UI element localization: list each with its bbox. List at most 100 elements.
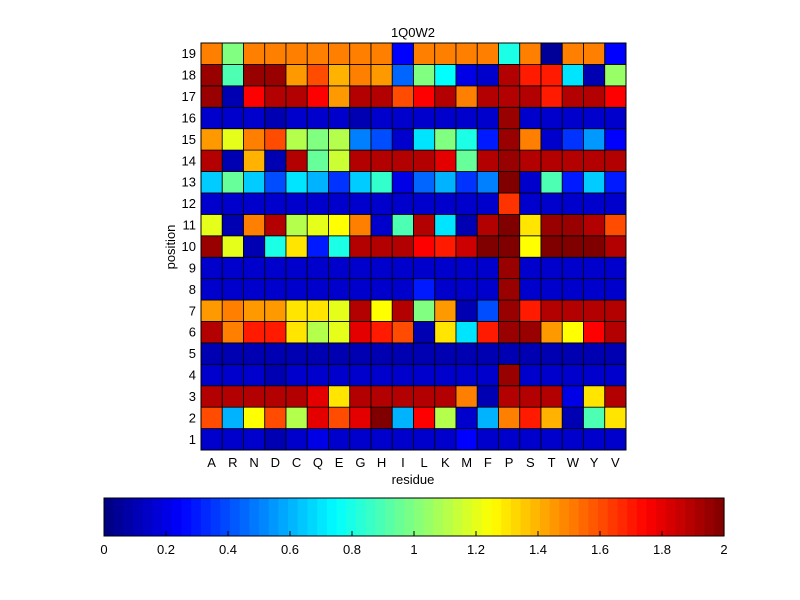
heatmap-cell-T-15 [540,128,563,151]
heatmap-cell-T-16 [540,106,563,130]
colorbar-tick-labels: 0 0.2 0.4 0.6 0.8 1 1.2 1.4 1.6 1.8 2 [100,531,728,557]
y-tick-label: 5 [189,346,196,361]
colorbar-segment [152,498,163,536]
y-tick-label: 2 [189,410,196,425]
colorbar-segment [104,498,115,536]
colorbar-segment [520,498,531,536]
heatmap-cell-Q-5 [306,342,329,365]
heatmap-cell-F-13 [476,171,499,194]
heatmap-cell-E-12 [328,192,351,215]
heatmap-cell-L-18 [413,64,436,87]
colorbar-segment [133,498,144,536]
heatmap-cell-E-3 [328,385,351,408]
colorbar [104,498,725,536]
colorbar-segment [656,498,667,536]
heatmap-cell-H-5 [370,342,393,365]
heatmap-cell-W-14 [561,149,584,172]
heatmap-cell-M-17 [455,85,478,108]
heatmap-cell-S-6 [519,321,542,344]
colorbar-segment [704,498,715,536]
heatmap-cell-T-17 [540,85,563,108]
heatmap-cell-D-8 [264,278,287,301]
heatmap-cell-P-8 [498,278,521,301]
heatmap-cell-R-19 [221,42,244,65]
colorbar-segment [355,498,367,536]
colorbar-segment [404,498,415,536]
heatmap-cell-Y-3 [583,385,606,408]
heatmap-cell-M-4 [455,363,478,387]
colorbar-segment [452,498,464,536]
heatmap-cell-I-17 [391,85,414,108]
heatmap-cell-M-8 [455,278,478,301]
heatmap-cell-R-9 [221,256,244,280]
heatmap-cell-Q-1 [306,428,329,451]
heatmap-cell-D-9 [264,256,287,280]
colorbar-segment [636,498,648,536]
y-tick-label: 14 [182,153,196,168]
heatmap-cell-W-8 [561,278,584,301]
heatmap-cell-E-7 [328,299,351,322]
colorbar-segment [530,498,541,536]
chart-title: 1Q0W2 [391,25,435,40]
heatmap-cell-P-2 [498,406,521,429]
colorbar-segment [113,498,124,536]
heatmap-cell-G-12 [349,192,372,215]
heatmap-cell-D-15 [264,128,287,151]
colorbar-segment [336,498,347,536]
heatmap-cell-E-16 [328,106,351,130]
heatmap-cell-A-18 [200,64,223,87]
heatmap-cell-W-1 [561,428,584,451]
heatmap-cell-R-13 [221,171,244,194]
heatmap-cell-T-2 [540,406,563,429]
heatmap-cell-G-8 [349,278,372,301]
x-tick-label: K [441,455,450,470]
colorbar-tick-label: 0.8 [343,542,361,557]
heatmap-cell-W-13 [561,171,584,194]
heatmap-cell-T-8 [540,278,563,301]
heatmap-cell-R-5 [221,342,244,365]
heatmap-cell-M-13 [455,171,478,194]
heatmap-cell-H-4 [370,363,393,387]
heatmap-cell-D-3 [264,385,287,408]
x-tick-label: I [401,455,405,470]
heatmap-cell-A-5 [200,342,223,365]
heatmap-cell-Y-8 [583,278,606,301]
x-tick-label: R [228,455,237,470]
colorbar-segment [394,498,405,536]
heatmap-cell-S-9 [519,256,542,280]
heatmap-cell-S-16 [519,106,542,130]
heatmap-cell-H-15 [370,128,393,151]
heatmap-cell-D-14 [264,149,287,172]
heatmap-cell-A-10 [200,235,223,258]
heatmap-cell-K-2 [434,406,457,429]
heatmap-cell-W-18 [561,64,584,87]
heatmap-cell-L-7 [413,299,436,322]
heatmap-cell-V-8 [604,278,627,301]
heatmap-cell-C-2 [285,406,308,429]
heatmap-cell-M-12 [455,192,478,215]
heatmap-cell-D-1 [264,428,287,451]
heatmap-cell-A-8 [200,278,223,301]
colorbar-segment [588,498,599,536]
heatmap-cell-V-3 [604,385,627,408]
y-tick-label: 13 [182,175,196,190]
heatmap-cell-M-19 [455,42,478,65]
colorbar-segment [481,498,493,536]
heatmap-cell-F-11 [476,213,499,237]
y-tick-label: 8 [189,282,196,297]
heatmap-cell-D-18 [264,64,287,87]
heatmap-cell-P-3 [498,385,521,408]
heatmap-cell-A-1 [200,428,223,451]
heatmap-cell-S-1 [519,428,542,451]
x-tick-label: H [377,455,386,470]
heatmap-cell-C-11 [285,213,308,237]
heatmap-cell-R-12 [221,192,244,215]
heatmap-cell-W-15 [561,128,584,151]
heatmap-cell-A-14 [200,149,223,172]
heatmap-cell-V-5 [604,342,627,365]
heatmap-cell-D-5 [264,342,287,365]
heatmap-cell-L-8 [413,278,436,301]
heatmap-cell-S-14 [519,149,542,172]
heatmap-cell-K-16 [434,106,457,130]
colorbar-segment [414,498,425,536]
